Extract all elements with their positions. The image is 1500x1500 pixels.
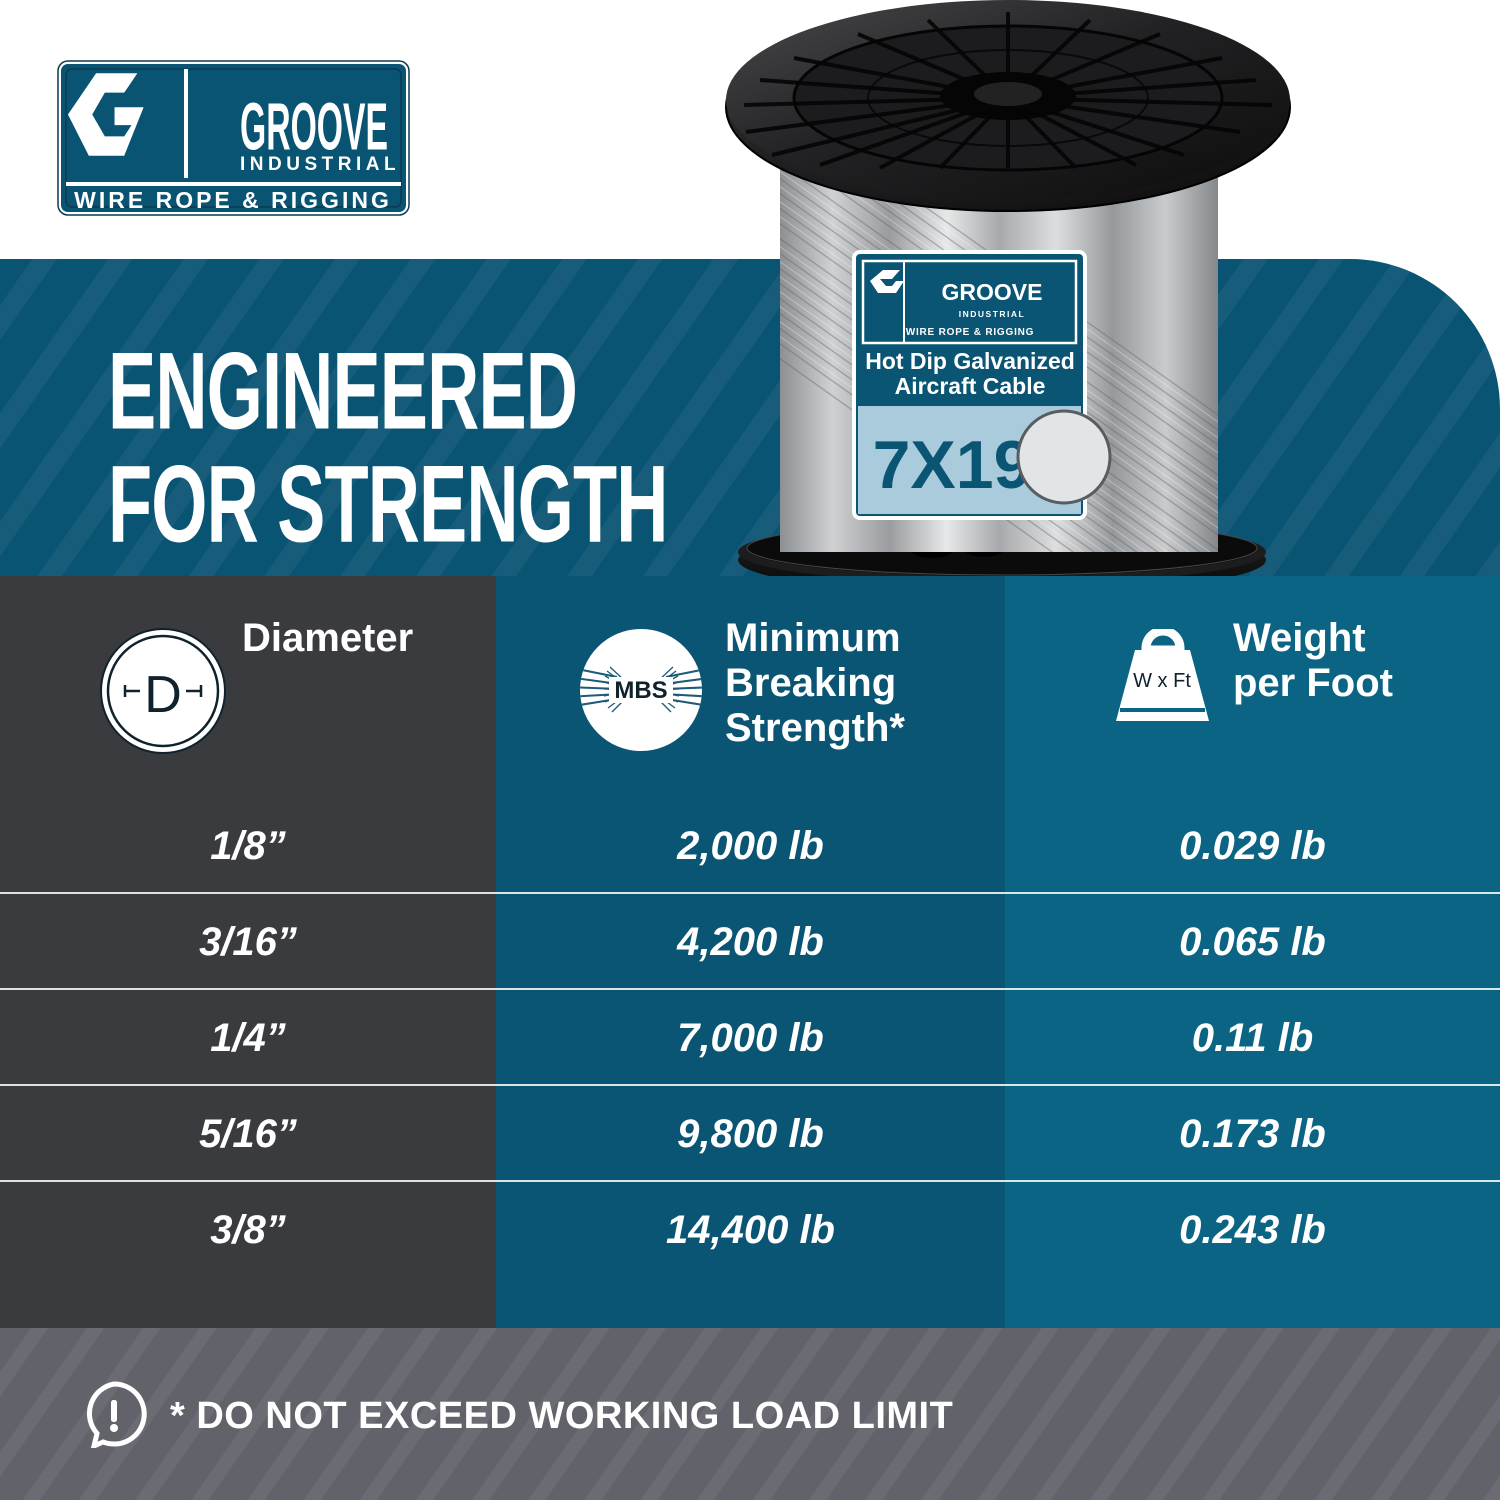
svg-text:GROOVE: GROOVE (942, 279, 1043, 305)
svg-text:Aircraft Cable: Aircraft Cable (895, 373, 1046, 399)
svg-text:D: D (144, 666, 182, 724)
svg-text:INDUSTRIAL: INDUSTRIAL (240, 154, 400, 175)
svg-text:W x Ft: W x Ft (1133, 670, 1191, 692)
svg-text:MBS: MBS (614, 677, 667, 704)
svg-text:WIRE ROPE & RIGGING: WIRE ROPE & RIGGING (74, 187, 392, 213)
svg-text:INDUSTRIAL: INDUSTRIAL (959, 309, 1025, 319)
svg-text:WIRE ROPE & RIGGING: WIRE ROPE & RIGGING (906, 327, 1035, 338)
svg-text:Hot Dip Galvanized: Hot Dip Galvanized (865, 348, 1075, 374)
svg-text:7X19: 7X19 (873, 427, 1032, 503)
